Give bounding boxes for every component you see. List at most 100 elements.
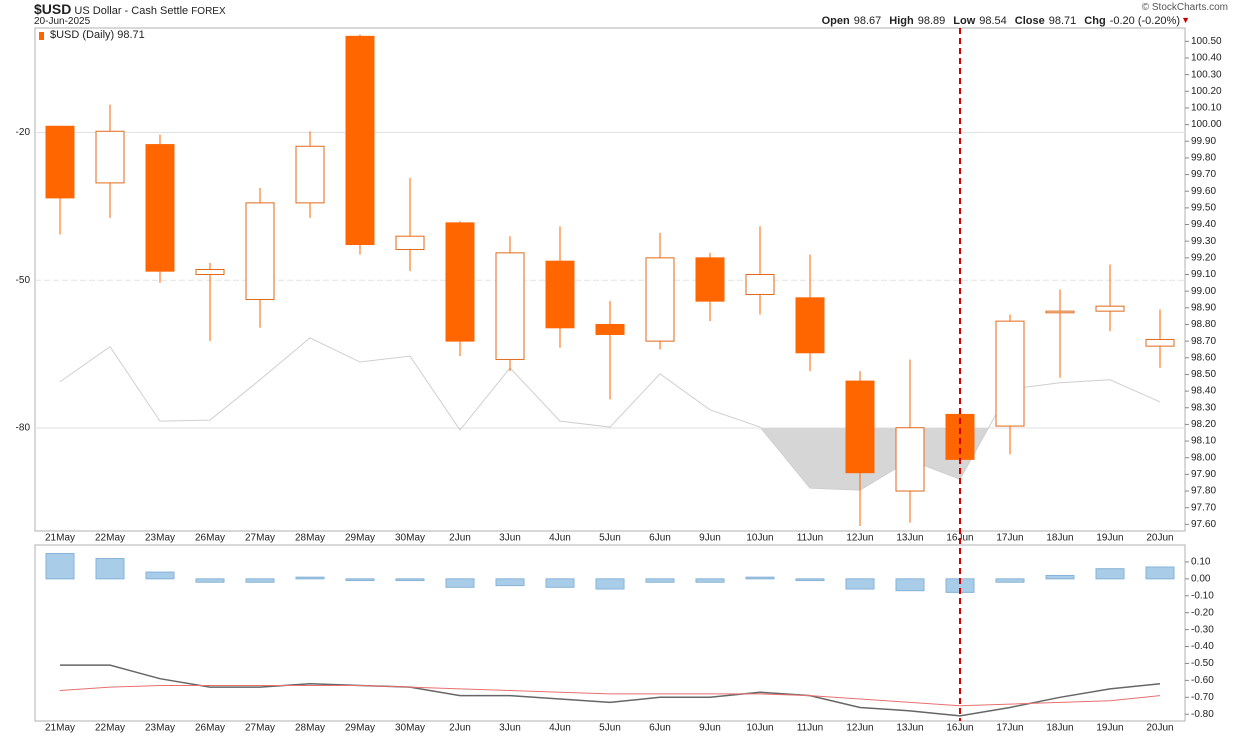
x-tick-label: 12Jun xyxy=(846,723,873,734)
candle-body xyxy=(495,252,525,360)
candle-body xyxy=(45,125,75,199)
indicator-line xyxy=(59,684,1161,707)
candle-body xyxy=(395,235,425,251)
x-tick-label: 2Jun xyxy=(449,723,471,734)
y-tick-label: 98.30 xyxy=(1191,402,1216,413)
y-tick-label: 98.00 xyxy=(1191,452,1216,463)
quote-bar: Open 98.67 High 98.89 Low 98.54 Close 98.71 Chg -… xyxy=(822,15,1188,27)
candle-body xyxy=(845,380,875,474)
histogram-bar xyxy=(545,578,575,588)
x-tick-label: 20Jun xyxy=(1146,723,1173,734)
x-tick-label: 19Jun xyxy=(1096,723,1123,734)
x-tick-label: 29May xyxy=(345,533,375,544)
y-tick-label: -0.10 xyxy=(1191,590,1214,601)
x-tick-label: 11Jun xyxy=(797,533,824,544)
x-tick-label: 30May xyxy=(395,723,425,734)
x-tick-label: 3Jun xyxy=(499,723,521,734)
histogram-bar xyxy=(995,578,1025,583)
x-tick-label: 28May xyxy=(295,533,325,544)
y-tick-label: 98.20 xyxy=(1191,419,1216,430)
candle-body xyxy=(545,260,575,329)
x-tick-label: 18Jun xyxy=(1046,723,1073,734)
candle-body xyxy=(1045,310,1075,314)
x-tick-label: 22May xyxy=(95,723,125,734)
x-tick-label: 3Jun xyxy=(499,533,521,544)
candle-body xyxy=(195,269,225,276)
candle-body xyxy=(795,297,825,354)
y-tick-label: 98.60 xyxy=(1191,352,1216,363)
x-tick-label: 10Jun xyxy=(746,533,773,544)
quote-label: Close xyxy=(1014,15,1045,27)
histogram-bar xyxy=(845,578,875,590)
price-panel xyxy=(34,27,1186,532)
quote-value: 98.54 xyxy=(979,15,1007,27)
y-tick-label: 97.90 xyxy=(1191,469,1216,480)
candle-body xyxy=(595,323,625,335)
candle-body xyxy=(695,257,725,302)
histogram-bar xyxy=(395,578,425,582)
x-tick-label: 19Jun xyxy=(1096,533,1123,544)
y2-tick-label: -50 xyxy=(16,275,31,286)
histogram-bar xyxy=(1095,568,1125,580)
x-tick-label: 26May xyxy=(195,533,225,544)
y-tick-label: 100.40 xyxy=(1191,53,1222,64)
y-tick-label: -0.30 xyxy=(1191,624,1214,635)
histogram-bar xyxy=(295,576,325,580)
y-tick-label: 0.00 xyxy=(1191,573,1211,584)
candle-body xyxy=(295,145,325,204)
x-tick-label: 29May xyxy=(345,723,375,734)
candle-body xyxy=(95,130,125,184)
x-tick-label: 22May xyxy=(95,533,125,544)
candle-body xyxy=(1145,338,1175,347)
quote-label: Open xyxy=(821,15,850,27)
histogram-bar xyxy=(695,578,725,583)
histogram-bar xyxy=(195,578,225,583)
candle-body xyxy=(145,144,175,272)
header-title: $USD US Dollar - Cash Settle FOREX xyxy=(34,1,226,17)
y-tick-label: 99.80 xyxy=(1191,153,1216,164)
x-tick-label: 12Jun xyxy=(846,533,873,544)
source: © StockCharts.com xyxy=(1141,2,1228,13)
x-tick-label: 2Jun xyxy=(449,533,471,544)
y-tick-label: 98.70 xyxy=(1191,336,1216,347)
y-tick-label: 97.80 xyxy=(1191,486,1216,497)
y-tick-label: 99.60 xyxy=(1191,186,1216,197)
x-tick-label: 21May xyxy=(45,723,75,734)
x-tick-label: 23May xyxy=(145,723,175,734)
candle-body xyxy=(895,427,925,492)
x-tick-label: 5Jun xyxy=(599,723,621,734)
y-tick-label: 0.10 xyxy=(1191,557,1211,568)
x-tick-label: 5Jun xyxy=(599,533,621,544)
histogram-bar xyxy=(45,552,75,580)
y2-tick-label: -20 xyxy=(16,127,31,138)
histogram-bar xyxy=(645,578,675,583)
y-tick-label: 99.00 xyxy=(1191,286,1216,297)
y-tick-label: 98.50 xyxy=(1191,369,1216,380)
x-tick-label: 27May xyxy=(245,533,275,544)
legend-icon xyxy=(39,32,44,40)
x-tick-label: 17Jun xyxy=(996,533,1023,544)
quote-label: High xyxy=(889,15,914,27)
date: 20-Jun-2025 xyxy=(34,16,91,27)
x-tick-label: 13Jun xyxy=(896,723,923,734)
x-tick-label: 27May xyxy=(245,723,275,734)
histogram-bar xyxy=(1045,574,1075,580)
candle-body xyxy=(445,222,475,342)
histogram-bar xyxy=(145,571,175,580)
y-tick-label: -0.50 xyxy=(1191,658,1214,669)
y-tick-label: 97.70 xyxy=(1191,502,1216,513)
y-tick-label: -0.40 xyxy=(1191,641,1214,652)
x-tick-label: 18Jun xyxy=(1046,533,1073,544)
histogram-bar xyxy=(795,578,825,582)
x-tick-label: 6Jun xyxy=(649,723,671,734)
x-tick-label: 30May xyxy=(395,533,425,544)
indicator-line xyxy=(60,664,1161,717)
histogram-bar xyxy=(245,578,275,583)
candle-body xyxy=(245,202,275,300)
x-tick-label: 6Jun xyxy=(649,533,671,544)
symbol: $USD xyxy=(34,1,72,17)
y-tick-label: -0.20 xyxy=(1191,607,1214,618)
y-tick-label: 98.90 xyxy=(1191,302,1216,313)
